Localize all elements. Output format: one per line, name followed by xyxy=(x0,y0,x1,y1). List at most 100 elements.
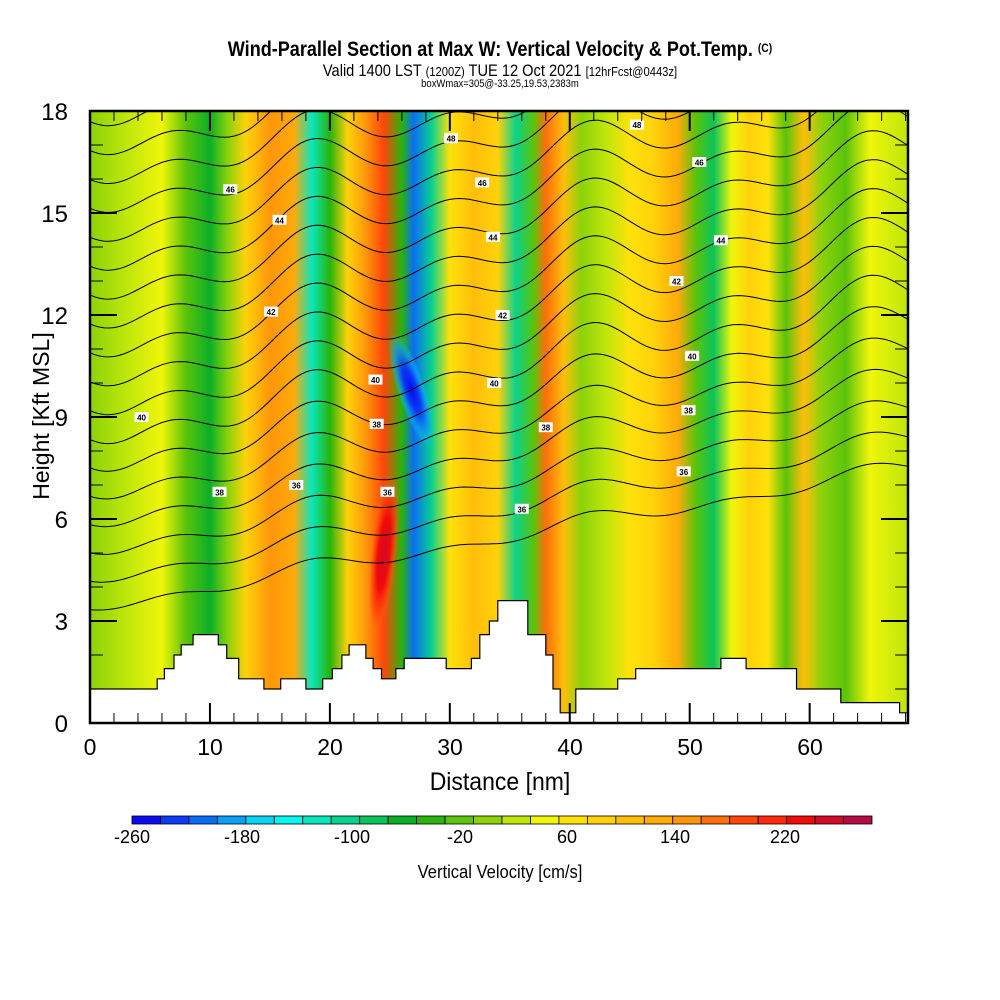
contour-label-bg xyxy=(368,374,383,385)
x-tick-label: 30 xyxy=(437,734,463,760)
valid-time: Valid 1400 LST xyxy=(322,61,422,80)
colorbar-segment xyxy=(188,815,218,825)
y-tick-label: 6 xyxy=(54,507,68,534)
colorbar-segment xyxy=(843,815,873,825)
x-tick-label: 10 xyxy=(197,734,223,760)
colorbar-label: Vertical Velocity [cm/s] xyxy=(417,862,583,882)
contour-label: 44 xyxy=(486,231,501,242)
theta-contour-line xyxy=(90,216,908,387)
theta-contour-line xyxy=(90,111,272,156)
colorbar-tick-label: -100 xyxy=(333,827,371,847)
contour-label-text: 42 xyxy=(267,308,276,317)
contour-label: 46 xyxy=(692,157,707,168)
contour-label: 42 xyxy=(669,276,684,287)
y-tick-label: 0 xyxy=(54,711,68,738)
contour-label-bg xyxy=(486,231,501,242)
x-tick-label: 40 xyxy=(557,734,583,760)
contour-label: 38 xyxy=(212,486,227,497)
colorbar-segment xyxy=(643,815,674,825)
contour-label: 44 xyxy=(272,214,287,225)
theta-contour-line xyxy=(90,462,908,611)
contour-label-text: 40 xyxy=(688,352,697,361)
colorbar-segment xyxy=(330,815,361,825)
x-tick-label: 60 xyxy=(797,734,823,760)
contour-label-bg xyxy=(669,276,684,286)
contour-label-bg xyxy=(629,119,644,130)
x-tick-label: 50 xyxy=(677,734,703,760)
contour-label-text: 46 xyxy=(695,159,704,168)
contour-label-bg xyxy=(538,422,553,433)
contour-label-text: 36 xyxy=(679,468,688,477)
contour-label-bg xyxy=(264,306,279,317)
copyright-mark: (C) xyxy=(757,41,773,55)
y-tick-label: 12 xyxy=(41,303,68,330)
colorbar-tick-label: 220 xyxy=(769,827,801,847)
colorbar-segment xyxy=(786,815,816,825)
theta-contour-line xyxy=(90,111,149,127)
colorbar-segment xyxy=(245,815,275,825)
contour-label: 44 xyxy=(713,235,728,246)
contour-label-bg xyxy=(676,466,691,477)
terrain-mask xyxy=(90,599,908,723)
y-tick-label: 15 xyxy=(41,201,68,228)
contour-label-text: 42 xyxy=(498,312,507,321)
theta-contour-line xyxy=(90,368,908,528)
colorbar-tick-label: -180 xyxy=(223,827,261,847)
colorbar-segment xyxy=(160,815,190,825)
contour-label-text: 38 xyxy=(541,424,550,433)
contour-label: 36 xyxy=(289,480,304,491)
contour-label-text: 46 xyxy=(478,179,487,188)
colorbar-segment xyxy=(757,815,788,825)
y-tick-label: 9 xyxy=(54,405,68,432)
chart-subtitle: Valid 1400 LST (1200Z) TUE 12 Oct 2021 [… xyxy=(70,61,930,81)
contour-label: 38 xyxy=(681,405,696,416)
contour-label-text: 38 xyxy=(215,488,224,497)
colorbar-segment xyxy=(672,815,702,825)
colorbar-segment xyxy=(444,815,474,825)
colorbar-segment xyxy=(273,815,304,825)
updraft-core xyxy=(368,473,400,633)
contour-label-text: 36 xyxy=(292,482,301,491)
contour-label: 48 xyxy=(629,119,644,130)
contour-label: 42 xyxy=(495,310,510,321)
forecast-info: [12hrFcst@0443z] xyxy=(585,64,678,79)
contour-label-text: 48 xyxy=(447,135,456,144)
contour-label-text: 36 xyxy=(517,505,526,514)
colorbar-segment xyxy=(387,815,418,825)
contour-label-bg xyxy=(380,486,395,497)
contour-label-text: 40 xyxy=(137,414,146,423)
contour-label-bg xyxy=(685,350,700,361)
contour-label: 42 xyxy=(264,306,279,317)
x-tick-label: 20 xyxy=(317,734,343,760)
contour-label-text: 44 xyxy=(716,237,725,246)
theta-contour-line xyxy=(90,306,908,472)
theta-contour-line xyxy=(90,245,908,416)
title-text: Wind-Parallel Section at Max W: Vertical… xyxy=(227,38,753,61)
contour-label: 46 xyxy=(475,177,490,188)
contour-label: 36 xyxy=(380,486,395,497)
theta-contour-line xyxy=(90,111,693,213)
contour-label: 40 xyxy=(368,374,383,385)
contour-label: 38 xyxy=(369,418,384,429)
colorbar-segment xyxy=(586,815,617,825)
contour-label-text: 40 xyxy=(371,376,380,385)
valid-utc: (1200Z) xyxy=(425,64,465,79)
colorbar-tick-label: -260 xyxy=(113,827,151,847)
colorbar-tick-label: -20 xyxy=(446,827,473,847)
contour-label-bg xyxy=(444,133,459,144)
y-tick-label: 18 xyxy=(41,99,68,126)
colorbar-tick-label: 60 xyxy=(556,827,578,847)
contour-label-text: 48 xyxy=(632,121,641,130)
contour-label-bg xyxy=(272,214,287,225)
valid-date: TUE 12 Oct 2021 xyxy=(468,61,582,80)
contour-label-bg xyxy=(713,235,728,246)
contour-label-text: 36 xyxy=(383,488,392,497)
colorbar-segment xyxy=(615,815,645,825)
contour-label: 40 xyxy=(134,412,149,423)
contour-label: 48 xyxy=(444,133,459,144)
theta-contour-line xyxy=(90,111,528,185)
contour-label-bg xyxy=(692,157,707,167)
colorbar-segment xyxy=(530,815,560,825)
x-tick-label: 0 xyxy=(83,734,97,760)
colorbar-segment xyxy=(558,815,588,825)
